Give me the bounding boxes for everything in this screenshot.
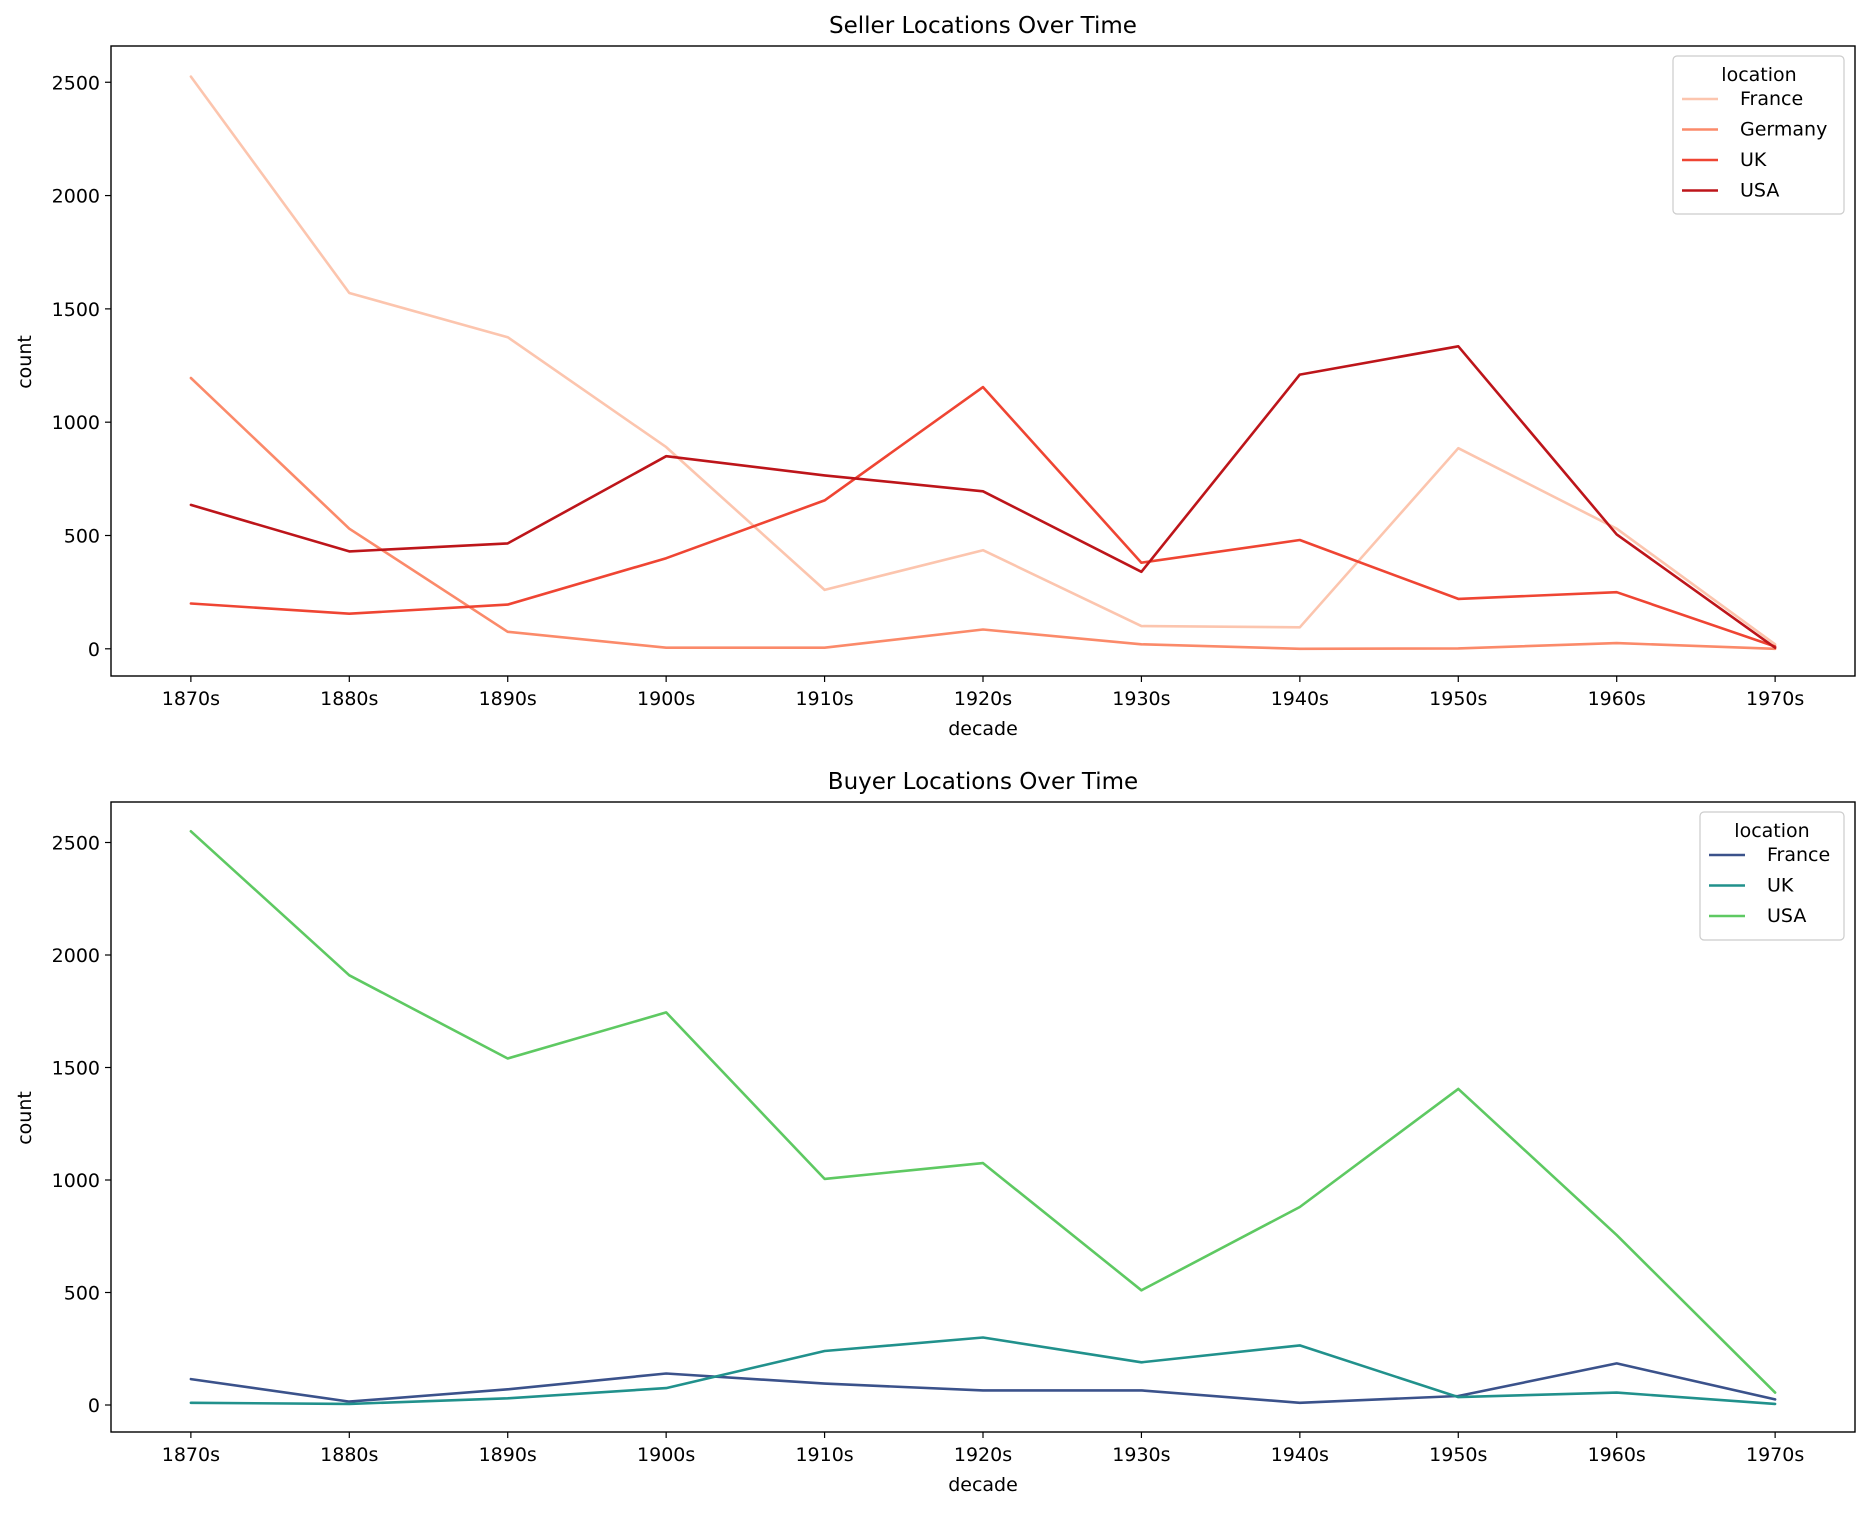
buyer-y-tick-label: 500 (64, 1283, 100, 1305)
seller-line-germany (189, 376, 1777, 651)
seller-legend-label-germany: Germany (1740, 119, 1827, 141)
seller-legend-title: location (1721, 64, 1796, 86)
seller-x-tick-label: 1910s (795, 688, 853, 710)
seller-x-tick-label: 1920s (954, 688, 1012, 710)
seller-chart: Seller Locations Over Time 1870s 1880s 189… (14, 13, 1856, 740)
seller-y-tick-label: 0 (88, 639, 100, 661)
seller-line-uk (189, 385, 1777, 648)
seller-x-tick-label: 1890s (479, 688, 537, 710)
buyer-legend-label-uk: UK (1767, 875, 1794, 897)
buyer-line-usa (189, 829, 1777, 1394)
seller-chart-title: Seller Locations Over Time (829, 13, 1137, 39)
seller-x-tick-label: 1950s (1429, 688, 1487, 710)
buyer-x-tick-label: 1970s (1746, 1444, 1804, 1466)
seller-x-tick-label: 1880s (320, 688, 378, 710)
buyer-chart: Buyer Locations Over Time 1870s 1880s 1890… (14, 769, 1856, 1496)
seller-y-tick-label: 1000 (52, 412, 100, 434)
seller-legend-box (1672, 55, 1845, 215)
seller-line-usa (189, 344, 1777, 650)
seller-plot-frame (110, 45, 1856, 677)
buyer-x-tick-label: 1950s (1429, 1444, 1487, 1466)
buyer-x-tick-label: 1920s (954, 1444, 1012, 1466)
seller-axis-ticks: 1870s 1880s 1890s 1900s 1910s 1920s 1930s 1940s… (52, 72, 1805, 710)
buyer-x-tick-label: 1940s (1271, 1444, 1329, 1466)
seller-y-tick-label: 2000 (52, 186, 100, 208)
seller-legend-label-uk: UK (1740, 149, 1767, 171)
seller-x-axis-label: decade (948, 718, 1018, 740)
seller-x-tick-label: 1930s (1112, 688, 1170, 710)
buyer-x-tick-label: 1900s (637, 1444, 695, 1466)
buyer-legend: location France UK USA (1699, 811, 1845, 941)
buyer-x-tick-label: 1890s (479, 1444, 537, 1466)
buyer-x-tick-label: 1930s (1112, 1444, 1170, 1466)
buyer-y-tick-label: 2000 (52, 945, 100, 967)
buyer-x-axis-label: decade (948, 1474, 1018, 1496)
seller-series-lines (189, 75, 1777, 651)
buyer-axis-ticks: 1870s 1880s 1890s 1900s 1910s 1920s 1930s 1940s… (52, 833, 1805, 1467)
buyer-x-tick-label: 1870s (162, 1444, 220, 1466)
seller-x-tick-label: 1960s (1588, 688, 1646, 710)
buyer-x-tick-label: 1880s (320, 1444, 378, 1466)
buyer-legend-box (1699, 811, 1845, 941)
buyer-y-tick-label: 0 (88, 1395, 100, 1417)
buyer-x-tick-label: 1960s (1588, 1444, 1646, 1466)
buyer-y-tick-label: 1500 (52, 1058, 100, 1080)
seller-x-tick-label: 1940s (1271, 688, 1329, 710)
seller-legend-label-usa: USA (1740, 180, 1779, 202)
seller-y-tick-label: 2500 (52, 72, 100, 94)
seller-x-tick-label: 1970s (1746, 688, 1804, 710)
buyer-legend-title: location (1734, 820, 1809, 842)
seller-y-tick-label: 500 (64, 525, 100, 547)
buyer-series-lines (189, 829, 1777, 1406)
seller-legend-label-france: France (1740, 88, 1803, 110)
buyer-y-tick-label: 2500 (52, 833, 100, 855)
seller-y-tick-label: 1500 (52, 299, 100, 321)
buyer-y-axis-label: count (14, 1091, 36, 1145)
seller-x-tick-label: 1870s (162, 688, 220, 710)
seller-line-france (189, 75, 1777, 646)
buyer-chart-title: Buyer Locations Over Time (828, 769, 1138, 795)
buyer-y-tick-label: 1000 (52, 1170, 100, 1192)
buyer-legend-label-usa: USA (1767, 905, 1806, 927)
buyer-x-tick-label: 1910s (795, 1444, 853, 1466)
seller-y-axis-label: count (14, 335, 36, 389)
buyer-legend-label-france: France (1767, 844, 1830, 866)
seller-legend: location France Germany UK USA (1672, 55, 1845, 215)
buyer-line-uk (189, 1336, 1777, 1406)
seller-x-tick-label: 1900s (637, 688, 695, 710)
buyer-line-france (189, 1362, 1777, 1405)
